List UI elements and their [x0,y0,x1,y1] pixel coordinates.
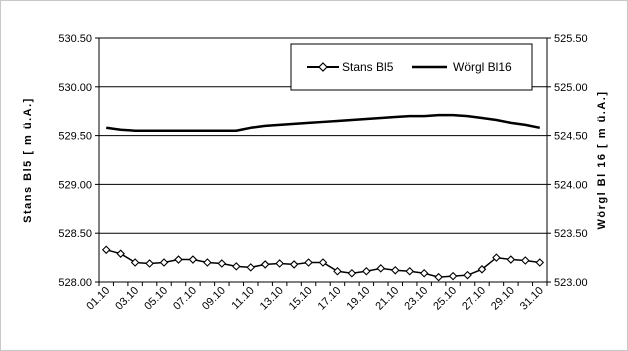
x-axis: 01.10 03.10 05.10 07.10 09.10 11.10 13.10 15.10… [84,282,548,313]
data-point-stans-bl5 [390,266,400,275]
data-point-stans-bl5 [145,259,154,268]
data-point-stans-bl5 [419,268,429,278]
data-point-stans-bl5 [347,268,357,278]
x-tick-label: 07.10 [171,285,199,313]
x-tick-label: 09.10 [200,285,228,313]
data-point-stans-bl5 [434,272,443,282]
data-point-stans-bl5 [463,270,472,280]
left-tick-label: 530.50 [58,33,92,45]
left-tick-label: 528.00 [58,277,92,289]
right-y-axis-title: Wörgl Bl 16 [ m ü.A.] [596,90,608,229]
x-tick-label: 05.10 [142,285,170,313]
legend-marker-stans [318,62,328,72]
data-point-stans-bl5 [448,271,458,281]
data-point-stans-bl5 [362,266,371,276]
x-tick-label: 31.10 [518,285,546,313]
data-point-stans-bl5 [116,249,125,258]
plot-area-frame [98,37,548,283]
x-tick-label: 19.10 [345,285,373,313]
data-point-stans-bl5 [101,245,111,255]
data-point-stans-bl5 [246,263,256,272]
right-tick-label: 525.50 [554,33,588,45]
x-tick-label: 15.10 [287,285,315,313]
data-point-stans-bl5 [203,258,212,267]
x-tick-label: 13.10 [258,285,286,313]
data-point-stans-bl5 [318,258,328,267]
data-point-stans-bl5 [535,258,545,267]
data-point-stans-bl5 [130,258,140,267]
legend-label-woergl: Wörgl Bl16 [453,60,512,74]
data-point-stans-bl5 [174,255,183,264]
data-point-stans-bl5 [159,258,169,267]
right-tick-label: 524.00 [554,179,588,191]
right-y-axis: 523.00 523.50 524.00 524.50 525.00 525.50 [547,33,588,289]
data-point-stans-bl5 [333,266,342,276]
x-tick-label: 21.10 [373,285,401,313]
data-point-stans-bl5 [260,260,270,269]
series-line-woergl-bl16 [106,113,541,132]
legend-label-stans: Stans Bl5 [342,60,394,74]
data-point-stans-bl5 [492,253,501,262]
right-tick-label: 524.50 [554,131,588,143]
x-tick-label: 29.10 [489,285,517,313]
data-point-stans-bl5 [477,265,487,274]
data-point-stans-bl5 [275,259,284,268]
right-tick-label: 523.00 [554,277,588,289]
data-point-stans-bl5 [217,259,227,268]
x-tick-label: 23.10 [402,285,430,313]
x-tick-label: 27.10 [460,285,488,313]
data-point-stans-bl5 [188,255,198,264]
left-tick-label: 529.50 [58,131,92,143]
series-layer [101,113,545,282]
data-point-stans-bl5 [405,266,414,276]
x-tick-label: 17.10 [316,285,344,313]
data-point-stans-bl5 [289,260,299,269]
data-point-stans-bl5 [304,258,313,267]
left-y-axis: 528.00 528.50 529.00 529.50 530.00 530.50 [58,33,99,289]
left-tick-label: 528.50 [58,228,92,240]
grid-lines [99,86,547,234]
data-point-stans-bl5 [232,262,241,271]
data-point-stans-bl5 [506,255,516,264]
left-tick-label: 530.00 [58,82,92,94]
chart-legend: Stans Bl5 Wörgl Bl16 [290,43,533,91]
x-tick-label: 25.10 [431,285,459,313]
right-tick-label: 523.50 [554,228,588,240]
x-tick-label: 03.10 [113,285,141,313]
x-tick-label: 11.10 [229,285,256,312]
data-point-stans-bl5 [521,256,530,265]
data-point-stans-bl5 [376,264,386,273]
left-y-axis-title: Stans Bl5 [ m ü.A.] [22,97,34,223]
right-tick-label: 525.00 [554,82,588,94]
left-tick-label: 529.00 [58,179,92,191]
